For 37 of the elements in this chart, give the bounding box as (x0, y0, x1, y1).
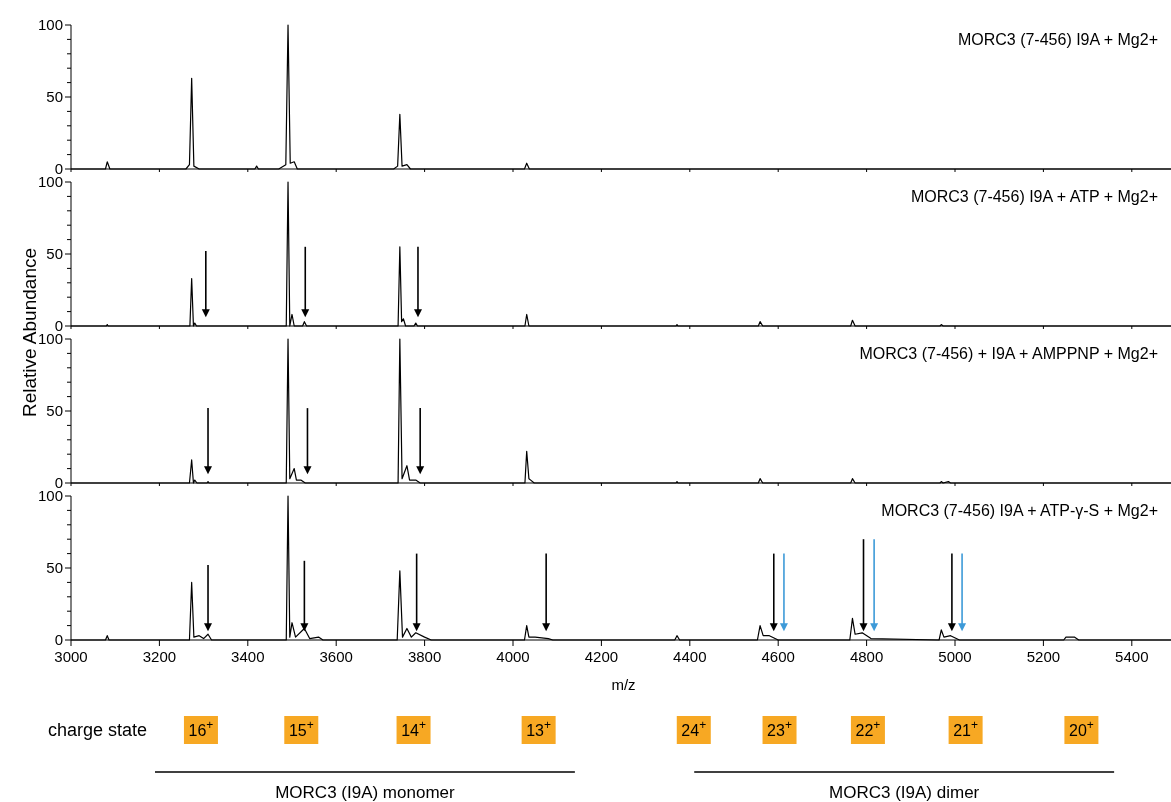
y-tick-label: 50 (46, 88, 63, 106)
y-tick-label: 100 (37, 16, 63, 34)
text: 23$^{+}$ (767, 718, 792, 739)
chart-title: MORC3 (7-456) I9A + ATP-γ-S + Mg2+ (881, 502, 1158, 519)
y-tick-label: 0 (54, 631, 63, 649)
x-tick-label: 4800 (849, 648, 884, 665)
text: MORC3 (I9A) dimer (829, 783, 980, 802)
text: charge state (48, 720, 148, 740)
chart-title: MORC3 (7-456) I9A + Mg2+ (957, 31, 1158, 48)
x-tick-label: 4400 (673, 648, 707, 665)
text: 14$^{+}$ (401, 718, 426, 739)
x-axis-title: m/z (611, 676, 636, 693)
chart-title: MORC3 (7-456) + I9A + AMPPNP + Mg2+ (859, 345, 1158, 362)
text: 16$^{+}$ (188, 718, 214, 739)
chart-title: MORC3 (7-456) I9A + ATP + Mg2+ (910, 188, 1158, 205)
x-tick-label: 3800 (407, 648, 442, 665)
y-tick-label: 50 (46, 245, 63, 263)
x-tick-label: 5200 (1026, 648, 1061, 665)
text: 24$^{+}$ (681, 718, 707, 739)
text: 20$^{+}$ (1069, 718, 1094, 739)
y-axis-title: Relative Abundance (19, 247, 40, 418)
y-tick-label: 50 (46, 402, 63, 420)
x-tick-label: 4000 (496, 648, 530, 665)
text: 15$^{+}$ (288, 718, 314, 739)
x-tick-label: 5000 (938, 648, 972, 665)
x-tick-label: 3600 (319, 648, 353, 665)
x-tick-label: 3000 (54, 648, 88, 665)
x-tick-label: 4600 (761, 648, 795, 665)
text: 21$^{+}$ (953, 718, 979, 739)
x-tick-label: 5400 (1115, 648, 1149, 665)
x-tick-label: 3200 (142, 648, 177, 665)
text: 22$^{+}$ (855, 718, 881, 739)
text: 13$^{+}$ (526, 718, 552, 739)
text: MORC3 (I9A) monomer (275, 783, 456, 802)
x-tick-label: 3400 (231, 648, 265, 665)
y-tick-label: 50 (46, 559, 63, 577)
x-tick-label: 4200 (584, 648, 619, 665)
